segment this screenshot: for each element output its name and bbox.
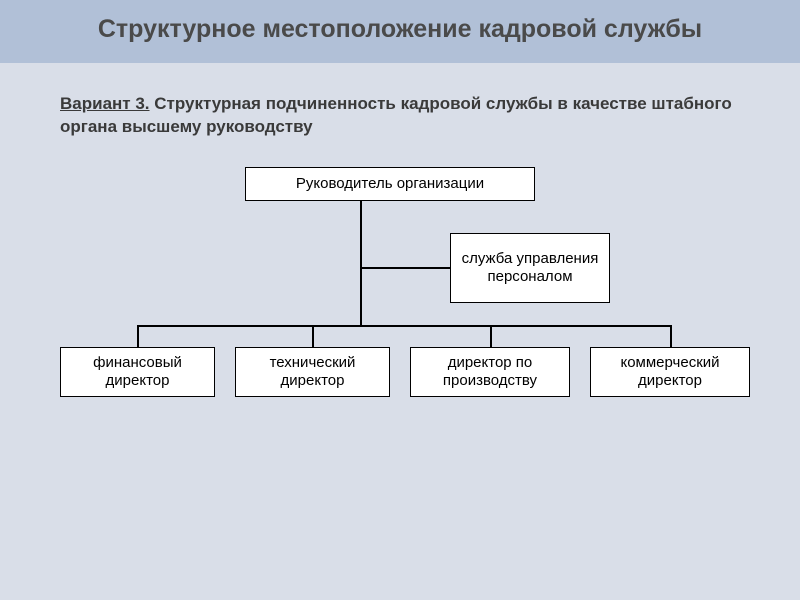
node-production-director: директор по производству (410, 347, 570, 397)
line-drop-1 (137, 325, 139, 347)
line-root-down (360, 201, 362, 325)
node-root: Руководитель организации (245, 167, 535, 201)
line-drop-4 (670, 325, 672, 347)
node-root-label: Руководитель организации (296, 175, 484, 193)
node-staff: служба управления персоналом (450, 233, 610, 303)
line-drop-2 (312, 325, 314, 347)
subtitle: Вариант 3. Структурная подчиненность кад… (0, 63, 800, 139)
org-chart: Руководитель организации служба управлен… (50, 167, 750, 467)
node-c4-label: коммерческий директор (597, 354, 743, 390)
variant-label: Вариант 3. (60, 94, 150, 113)
node-finance-director: финансовый директор (60, 347, 215, 397)
title-band: Структурное местоположение кадровой служ… (0, 0, 800, 63)
node-c3-label: директор по производству (417, 354, 563, 390)
line-drop-3 (490, 325, 492, 347)
node-c2-label: технический директор (242, 354, 383, 390)
line-bottom-rail (137, 325, 670, 327)
subtitle-text: Структурная подчиненность кадровой служб… (60, 94, 732, 136)
line-staff-branch (360, 267, 450, 269)
node-technical-director: технический директор (235, 347, 390, 397)
node-commercial-director: коммерческий директор (590, 347, 750, 397)
node-staff-label: служба управления персоналом (457, 250, 603, 286)
page-title: Структурное местоположение кадровой служ… (24, 14, 776, 45)
node-c1-label: финансовый директор (67, 354, 208, 390)
